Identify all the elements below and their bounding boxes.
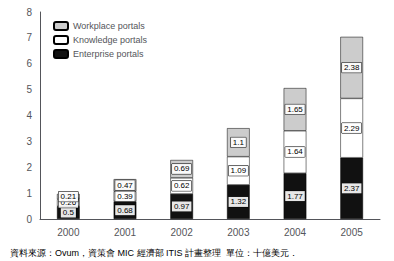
svg-text:0.97: 0.97 xyxy=(174,202,190,211)
svg-text:4: 4 xyxy=(26,110,32,121)
svg-text:7: 7 xyxy=(26,32,32,43)
svg-text:1.09: 1.09 xyxy=(231,166,247,175)
svg-text:2002: 2002 xyxy=(171,227,194,238)
svg-text:1.65: 1.65 xyxy=(287,105,303,114)
svg-text:1.77: 1.77 xyxy=(287,192,303,201)
svg-text:0.62: 0.62 xyxy=(174,181,190,190)
svg-text:0.39: 0.39 xyxy=(117,192,133,201)
svg-text:2000: 2000 xyxy=(57,227,80,238)
svg-text:8: 8 xyxy=(26,7,32,18)
svg-text:2004: 2004 xyxy=(284,227,307,238)
svg-text:5: 5 xyxy=(26,84,32,95)
svg-text:2001: 2001 xyxy=(114,227,137,238)
svg-text:資料來源：Ovum，資策會 MIC 經濟部 ITIS 計畫整: 資料來源：Ovum，資策會 MIC 經濟部 ITIS 計畫整理 單位：十億美元． xyxy=(10,248,298,258)
svg-text:1.32: 1.32 xyxy=(231,197,247,206)
svg-text:Enterprise portals: Enterprise portals xyxy=(73,49,144,59)
svg-text:Knowledge portals: Knowledge portals xyxy=(73,35,148,45)
svg-text:0.68: 0.68 xyxy=(117,206,133,215)
svg-text:2.29: 2.29 xyxy=(344,124,360,133)
svg-text:1.1: 1.1 xyxy=(233,138,245,147)
svg-text:2003: 2003 xyxy=(227,227,250,238)
svg-text:0.21: 0.21 xyxy=(61,192,77,201)
svg-text:6: 6 xyxy=(26,58,32,69)
svg-text:0: 0 xyxy=(26,214,32,225)
svg-text:2: 2 xyxy=(26,162,32,173)
svg-text:1: 1 xyxy=(26,188,32,199)
svg-text:Workplace portals: Workplace portals xyxy=(73,21,145,31)
svg-text:1.64: 1.64 xyxy=(287,147,303,156)
svg-text:2005: 2005 xyxy=(341,227,364,238)
svg-text:0.47: 0.47 xyxy=(117,181,133,190)
svg-text:2.38: 2.38 xyxy=(344,63,360,72)
svg-text:0.5: 0.5 xyxy=(63,208,75,217)
svg-text:2.37: 2.37 xyxy=(344,184,360,193)
svg-text:0.69: 0.69 xyxy=(174,164,190,173)
svg-text:3: 3 xyxy=(26,136,32,147)
svg-text:0.26: 0.26 xyxy=(60,198,77,208)
